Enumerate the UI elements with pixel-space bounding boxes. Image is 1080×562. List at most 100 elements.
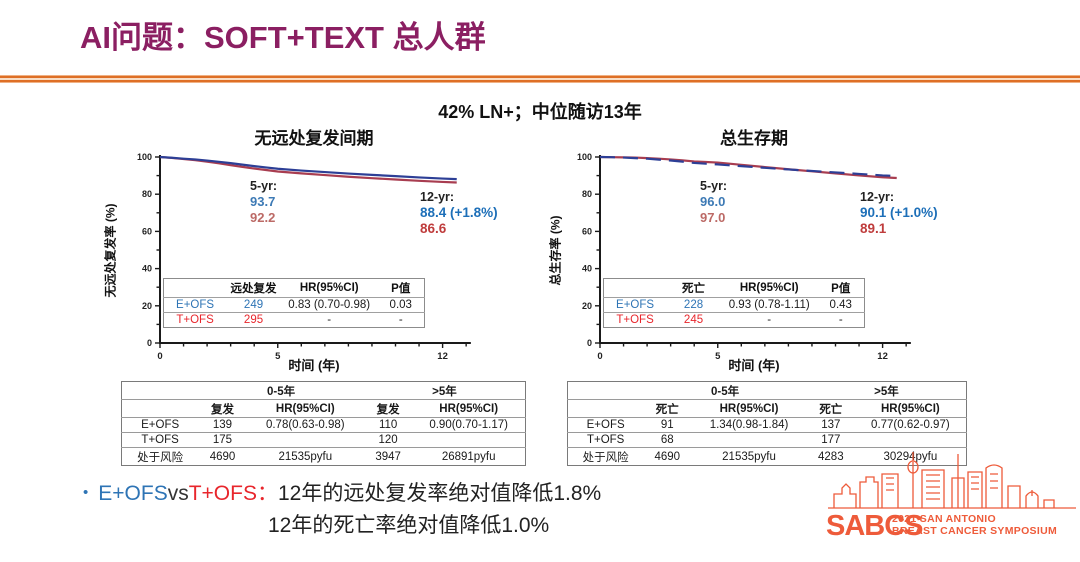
table-cell: E+OFS — [567, 417, 644, 433]
km-chart-os: 100 80 60 40 20 00 5 12 — [577, 152, 911, 362]
svg-text:20: 20 — [582, 301, 592, 311]
table-header: HR(95%CI) — [280, 278, 378, 298]
table-group-row: 0-5年 >5年 — [121, 381, 526, 400]
x-axis-label-os: 时间 (年) — [728, 358, 780, 373]
table-header: P值 — [817, 278, 865, 298]
km-chart-drfi: 100 80 60 40 20 00 5 12 — [137, 152, 471, 362]
svg-text:5: 5 — [275, 351, 281, 362]
table-cell: 228 — [666, 297, 721, 313]
svg-text:0: 0 — [157, 351, 162, 362]
chart-title-os: 总生存期 — [720, 129, 788, 148]
conclusion-text-1: 12年的远处复发率绝对值降低1.8% — [277, 482, 602, 505]
svg-text:80: 80 — [142, 189, 152, 199]
table-row: T+OFS 245 - - — [604, 313, 865, 328]
logo-text: 2021 SAN ANTONIO BREAST CANCER SYMPOSIUM — [892, 513, 1057, 537]
svg-text:0: 0 — [597, 351, 602, 362]
table-cell: E+OFS — [603, 297, 667, 313]
table-header — [163, 278, 227, 298]
table-cell — [246, 432, 364, 448]
table-row: E+OFS 249 0.83 (0.70-0.98) 0.03 — [163, 297, 425, 313]
x-axis-label-drfi: 时间 (年) — [288, 358, 340, 373]
table-row: T+OFS 175 120 — [121, 432, 526, 448]
annotation-value-t: 89.1 — [860, 221, 887, 236]
table-cell — [121, 399, 199, 418]
table-row: T+OFS 68 177 — [567, 432, 967, 448]
table-header-row: 远处复发 HR(95%CI) P值 — [163, 278, 425, 298]
svg-text:100: 100 — [137, 152, 152, 162]
table-cell: E+OFS — [163, 297, 227, 313]
table-cell: 1.34(0.98-1.84) — [691, 417, 807, 433]
table-group-header: 0-5年 — [643, 381, 807, 400]
svg-text:100: 100 — [577, 152, 592, 162]
annotation-value-e: 96.0 — [700, 194, 726, 209]
conclusion-line-1: • E+OFSvsT+OFS：12年的远处复发率绝对值降低1.8% — [83, 477, 601, 507]
table-cell: 21535pyfu — [722, 450, 776, 463]
svg-text:80: 80 — [582, 189, 592, 199]
table-cell: 21535pyfu — [278, 450, 333, 463]
san-antonio-skyline-icon — [828, 452, 1076, 509]
table-cell: - — [838, 314, 843, 326]
table-cell: 30294pyfu — [883, 450, 938, 463]
table-row: T+OFS 295 - - — [164, 313, 425, 328]
table-cell — [412, 432, 526, 448]
logo-line-1: 2021 SAN ANTONIO — [892, 513, 996, 525]
table-header: HR(95%CI) — [691, 399, 807, 418]
table-cell — [567, 399, 644, 418]
table-row: E+OFS 139 0.78(0.63-0.98) 110 0.90(0.70-… — [121, 417, 526, 433]
table-cell: 68 — [643, 432, 692, 448]
title-divider — [0, 74, 1080, 84]
annotation-label: 12-yr: — [420, 190, 455, 204]
table-cell: T+OFS — [567, 432, 644, 448]
annotation-value-t: 86.6 — [420, 221, 447, 236]
table-header-row: 复发 HR(95%CI) 复发 HR(95%CI) — [121, 399, 526, 418]
annotation-5yr-drfi: 5-yr: 93.7 92.2 — [250, 178, 277, 226]
table-group-header: 0-5年 — [198, 381, 364, 400]
table-header: HR(95%CI) — [854, 399, 967, 418]
table-cell: 26891pyfu — [441, 450, 496, 463]
table-row: 处于风险 4690 21535pyfu 4283 30294pyfu — [568, 448, 967, 466]
table-cell: 3947 — [375, 450, 401, 463]
table-header — [603, 278, 667, 298]
table-cell: - — [398, 314, 403, 326]
annotation-value-t: 92.2 — [250, 210, 276, 225]
table-cell: 177 — [806, 432, 855, 448]
hr-table-drfi: 远处复发 HR(95%CI) P值 E+OFS 249 0.83 (0.70-0… — [163, 278, 425, 328]
annotation-value-e: 88.4 (+1.8%) — [420, 205, 498, 220]
table-cell: 0.77(0.62-0.97) — [854, 417, 967, 433]
table-header: 死亡 — [643, 399, 692, 418]
table-cell: 0.43 — [817, 297, 865, 313]
table-header-row: 死亡 HR(95%CI) P值 — [603, 278, 865, 298]
page-title: AI问题：SOFT+TEXT 总人群 — [80, 20, 486, 55]
svg-text:60: 60 — [142, 226, 152, 236]
svg-text:20: 20 — [142, 301, 152, 311]
table-cell: - — [327, 314, 332, 326]
table-row: E+OFS 91 1.34(0.98-1.84) 137 0.77(0.62-0… — [567, 417, 967, 433]
table-cell — [691, 432, 807, 448]
table-cell: - — [767, 314, 772, 326]
slide-subtitle: 42% LN+；中位随访13年 — [438, 102, 642, 122]
annotation-12yr-drfi: 12-yr: 88.4 (+1.8%) 86.6 — [420, 189, 498, 237]
table-cell: T+OFS — [616, 314, 654, 326]
arm-t-label: T+OFS — [188, 482, 257, 505]
svg-text:12: 12 — [437, 351, 448, 362]
table-cell — [121, 381, 199, 400]
table-header: HR(95%CI) — [412, 399, 526, 418]
table-header: 复发 — [363, 399, 413, 418]
table-cell: 91 — [643, 417, 692, 433]
annotation-value-e: 93.7 — [250, 194, 276, 209]
svg-text:40: 40 — [142, 264, 152, 274]
svg-text:60: 60 — [582, 226, 592, 236]
svg-text:5: 5 — [715, 351, 721, 362]
annotation-5yr-os: 5-yr: 96.0 97.0 — [700, 178, 727, 226]
table-row: 处于风险 4690 21535pyfu 3947 26891pyfu — [122, 448, 526, 466]
table-group-header: >5年 — [806, 381, 967, 400]
annotation-label: 12-yr: — [860, 190, 895, 204]
table-cell: T+OFS — [121, 432, 199, 448]
annotation-label: 5-yr: — [700, 179, 728, 193]
annotation-value-t: 97.0 — [700, 210, 726, 225]
table-cell: 137 — [806, 417, 855, 433]
table-header: 远处复发 — [226, 278, 281, 298]
colon: ： — [256, 482, 278, 505]
period-table-drfi: 0-5年 >5年 复发 HR(95%CI) 复发 HR(95%CI) E+OFS… — [121, 381, 526, 466]
